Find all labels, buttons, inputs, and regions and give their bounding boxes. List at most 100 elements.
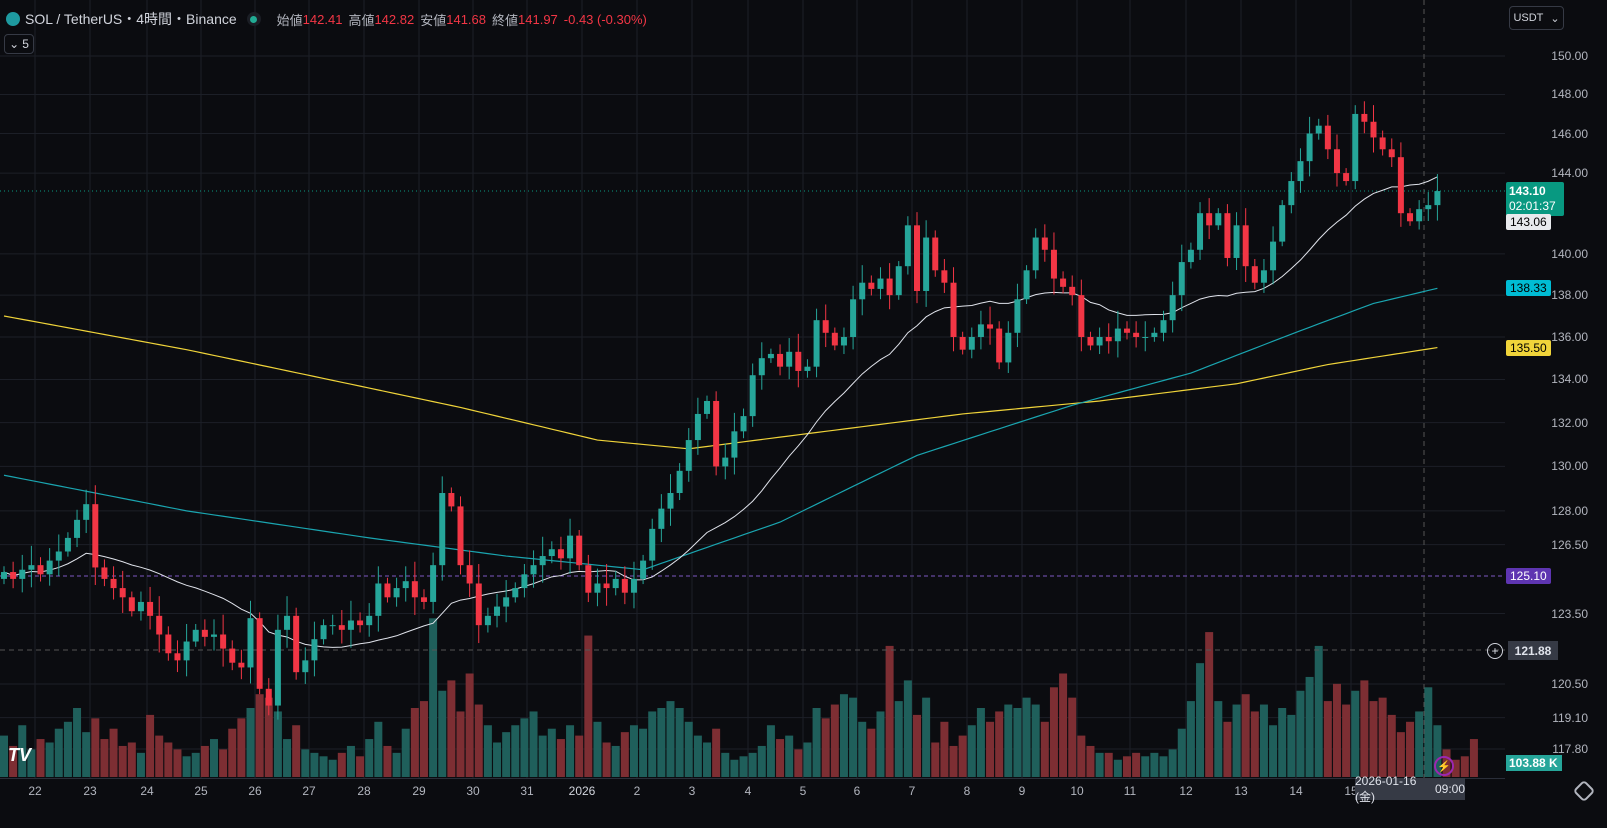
add-alert-plus-icon[interactable]: + — [1487, 643, 1503, 659]
volume-bar — [1077, 735, 1086, 777]
volume-bar — [986, 721, 995, 777]
price-chart[interactable] — [0, 0, 1505, 778]
volume-bar — [922, 697, 931, 777]
candle-body — [457, 506, 464, 566]
volume-bar — [1214, 701, 1223, 777]
candle-body — [521, 574, 528, 589]
candle-body — [621, 578, 628, 593]
volume-bar — [483, 725, 492, 777]
volume-bar — [1433, 725, 1442, 777]
volume-bar — [1250, 711, 1259, 777]
sol-logo-icon — [6, 12, 20, 26]
volume-bar — [209, 739, 218, 777]
candle-body — [147, 601, 154, 616]
candle-body — [503, 597, 510, 607]
volume-bar — [45, 742, 54, 777]
candle-body — [201, 629, 208, 637]
volume-bar — [1022, 697, 1031, 777]
candle-body — [895, 266, 902, 296]
volume-bar — [1369, 701, 1378, 777]
price-tick: 146.00 — [1551, 126, 1588, 141]
volume-bar — [146, 714, 155, 777]
candle-body — [1260, 270, 1267, 283]
candle-body — [1123, 328, 1130, 333]
ma-mid-tag: 138.33 — [1506, 280, 1551, 296]
time-tick: 30 — [466, 784, 480, 798]
candle-body — [777, 353, 784, 367]
candle-body — [1343, 173, 1350, 182]
volume-bar — [127, 742, 136, 777]
volume-bar — [648, 711, 657, 777]
volume-bar — [849, 697, 858, 777]
volume-bar — [346, 745, 355, 777]
candle-body — [603, 583, 610, 589]
volume-bar — [419, 701, 428, 777]
volume-bar — [1314, 645, 1323, 777]
symbol-title[interactable]: SOL / TetherUS・4時間・Binance — [25, 11, 237, 27]
volume-bar — [538, 735, 547, 777]
volume-bar — [246, 708, 255, 777]
volume-bar — [876, 711, 885, 777]
candle-body — [585, 565, 592, 593]
volume-bar — [1150, 752, 1159, 777]
volume-bar — [629, 725, 638, 777]
candle-body — [1324, 125, 1331, 150]
candle-body — [311, 639, 318, 661]
candle-body — [1041, 237, 1048, 250]
candle-body — [923, 237, 930, 291]
candle-body — [868, 282, 875, 289]
price-tick: 150.00 — [1551, 49, 1588, 63]
candle-body — [1096, 337, 1103, 346]
volume-bar — [1241, 694, 1250, 777]
candle-body — [1233, 225, 1240, 258]
volume-bar — [757, 745, 766, 777]
candle-body — [813, 320, 820, 367]
volume-bar — [155, 735, 164, 777]
volume-bar — [1122, 756, 1131, 777]
candle-body — [1087, 337, 1094, 346]
currency-select[interactable]: USDT ⌄ — [1509, 6, 1564, 30]
candle-body — [822, 320, 829, 333]
volume-bar — [976, 708, 985, 777]
candle-body — [1315, 125, 1322, 134]
volume-bar — [118, 745, 127, 777]
candle-body — [831, 332, 838, 346]
candle-body — [210, 634, 217, 637]
volume-bar — [1387, 714, 1396, 777]
candle-body — [1160, 320, 1167, 333]
candle-body — [1187, 249, 1194, 263]
open-value: 142.41 — [302, 11, 343, 27]
candle-body — [530, 565, 537, 575]
price-tick: 144.00 — [1551, 166, 1588, 181]
volume-bar — [1068, 697, 1077, 777]
settings-gear-icon[interactable] — [1572, 779, 1596, 803]
currency-label: USDT — [1513, 12, 1544, 24]
candle-body — [594, 583, 601, 593]
candle-body — [1069, 286, 1076, 296]
volume-bar — [1040, 721, 1049, 777]
volume-bar — [721, 752, 730, 777]
ma-fast-tag: 143.06 — [1506, 214, 1551, 230]
lightning-icon[interactable]: ⚡ — [1434, 756, 1454, 776]
volume-bar — [401, 728, 410, 777]
volume-bar — [1141, 756, 1150, 777]
volume-bar — [748, 752, 757, 777]
market-status-icon — [246, 12, 261, 26]
candle-body — [850, 299, 857, 338]
candle-body — [950, 282, 957, 338]
volume-bar — [1342, 704, 1351, 777]
tradingview-logo[interactable]: TV — [8, 745, 32, 765]
time-tick: 12 — [1179, 784, 1193, 798]
candle-body — [366, 615, 373, 626]
candle-body — [914, 225, 920, 291]
change-value: -0.43 (-0.30%) — [563, 11, 647, 27]
volume-bar — [319, 756, 328, 777]
candle-body — [1078, 295, 1085, 338]
volume-bar — [54, 728, 63, 777]
candle-body — [731, 431, 738, 458]
candle-body — [1014, 299, 1021, 333]
indicators-toggle-button[interactable]: ⌄ 5 — [4, 34, 34, 54]
volume-bar — [27, 749, 36, 777]
candle-body — [1142, 337, 1149, 339]
candle-body — [539, 556, 546, 566]
